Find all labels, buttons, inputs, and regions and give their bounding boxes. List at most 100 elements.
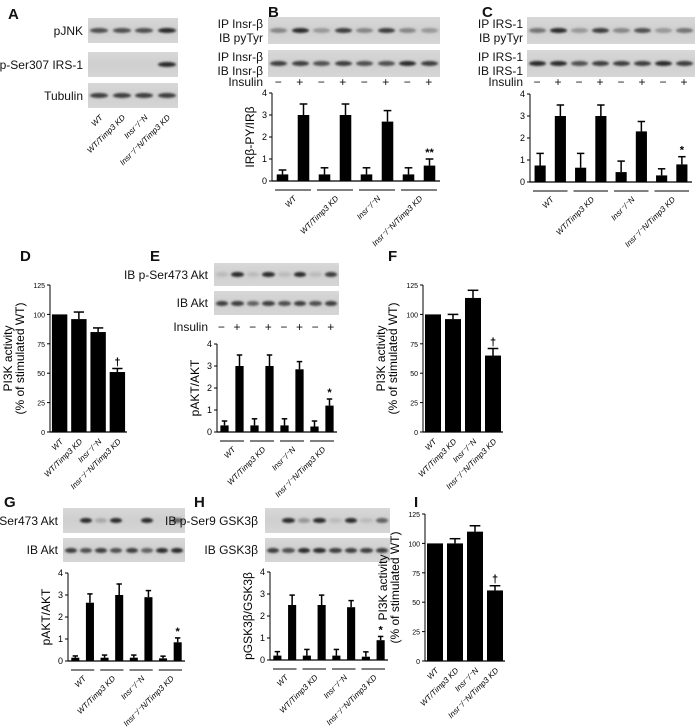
blot-G-1 <box>63 508 185 533</box>
blot-band <box>64 547 77 553</box>
significance-mark-B: ** <box>425 147 434 159</box>
insulin-sign: + <box>425 75 433 89</box>
group-label-E: Insr⁻/⁻N/Timp3 KD <box>273 445 327 499</box>
insulin-sign: + <box>638 75 646 89</box>
y-tick-label-D: 25 <box>37 401 45 408</box>
blot-label-C-2: IP IRS-1 IB IRS-1 <box>477 49 523 78</box>
y-tick-label-B: 1 <box>262 154 267 164</box>
y-tick-label-C: 3 <box>520 111 525 121</box>
y-tick-label-C: 4 <box>520 89 525 99</box>
y-tick-label-F: 25 <box>410 401 418 408</box>
blot-band <box>231 300 244 306</box>
blot-band <box>171 518 184 523</box>
bar-G-4 <box>129 657 138 661</box>
blot-band <box>79 518 92 523</box>
insulin-sign: − <box>617 75 625 89</box>
blot-band <box>571 61 588 66</box>
blot-band <box>334 61 352 66</box>
significance-mark-I: † <box>492 574 498 586</box>
bar-H-0 <box>273 655 282 660</box>
bar-G-7 <box>173 642 182 661</box>
bar-D-0 <box>51 314 68 432</box>
bar-E-3 <box>265 366 274 432</box>
bar-C-3 <box>595 116 607 182</box>
bar-C-2 <box>575 167 587 182</box>
blot-band <box>399 28 417 33</box>
bar-C-6 <box>656 175 668 182</box>
y-tick-label-B: 2 <box>262 132 267 142</box>
y-tick-label-F: 0 <box>414 430 418 437</box>
bar-I-3 <box>487 590 503 661</box>
blot-band <box>329 518 342 523</box>
insulin-sign: + <box>554 75 562 89</box>
bar-G-6 <box>159 658 168 661</box>
insulin-sign: + <box>295 320 303 334</box>
blot-band <box>112 93 131 98</box>
blot-band <box>270 61 288 66</box>
bar-H-1 <box>288 605 297 660</box>
category-label-A: WT <box>90 112 106 128</box>
y-tick-label-D: 125 <box>33 283 45 290</box>
blot-band <box>215 300 229 306</box>
bar-C-7 <box>676 164 688 182</box>
bar-E-1 <box>235 366 244 432</box>
insulin-sign: + <box>596 75 604 89</box>
insulin-sign: + <box>339 75 347 89</box>
blot-band <box>270 28 288 33</box>
bar-I-1 <box>447 543 463 661</box>
insulin-sign: − <box>280 320 288 334</box>
blot-E-2 <box>214 291 339 315</box>
bar-D-3 <box>109 372 126 432</box>
blot-band <box>529 61 546 66</box>
insulin-sign: + <box>296 75 304 89</box>
blot-band <box>293 300 307 306</box>
insulin-sign: − <box>317 75 325 89</box>
blot-label-A-2: p-Ser307 IRS-1 <box>0 57 83 72</box>
blot-band <box>135 28 154 33</box>
bar-B-7 <box>423 165 436 181</box>
y-tick-label-E: 3 <box>207 361 212 371</box>
blot-band <box>356 61 374 66</box>
insulin-sign: + <box>680 75 688 89</box>
blot-G-2 <box>63 538 185 562</box>
blot-band <box>309 272 322 277</box>
insulin-label-B: Insulin <box>228 75 263 89</box>
y-axis-label-D: PI3K activity <box>1 325 15 391</box>
blot-band <box>655 28 672 33</box>
y-axis-label-B: IRβ-PY/IRβ <box>243 106 257 167</box>
blot-band <box>278 300 291 306</box>
bar-E-6 <box>310 426 319 432</box>
bar-H-3 <box>317 605 326 660</box>
bar-B-5 <box>381 121 394 181</box>
y-tick-label-G: 2 <box>58 612 63 622</box>
bar-F-3 <box>485 355 501 432</box>
y-tick-label-H: 2 <box>260 611 265 621</box>
y-axis-label-F: (% of stimulated WT) <box>386 302 400 414</box>
category-label-D: WT <box>50 436 66 452</box>
blot-band <box>110 547 123 553</box>
blot-band <box>360 518 373 523</box>
group-label-H: WT <box>275 672 291 688</box>
blot-H-1 <box>265 508 390 533</box>
group-label-G: Insr⁻/⁻N/Timp3 KD <box>122 674 176 727</box>
y-axis-label-G: pAKT/AKT <box>39 588 53 645</box>
y-tick-label-H: 1 <box>260 633 265 643</box>
blot-band <box>125 547 138 553</box>
blot-label-H-2: IB GSK3β <box>204 543 258 557</box>
y-axis-label-I: PI3K activity <box>376 554 390 620</box>
bar-C-5 <box>635 131 647 182</box>
blot-H-2 <box>265 538 390 562</box>
y-axis-label-I: (% of stimulated WT) <box>388 531 402 643</box>
bar-H-7 <box>376 640 385 660</box>
blot-A-3 <box>88 83 178 108</box>
panel-letter-B: B <box>268 4 279 21</box>
blot-E-1 <box>214 263 339 286</box>
y-tick-label-I: 100 <box>408 541 420 548</box>
blot-band <box>90 28 109 33</box>
insulin-sign: − <box>575 75 583 89</box>
significance-mark-F: † <box>490 337 496 349</box>
bar-I-2 <box>467 531 483 661</box>
blot-band <box>231 272 244 277</box>
panel-letter-C: C <box>482 4 493 21</box>
